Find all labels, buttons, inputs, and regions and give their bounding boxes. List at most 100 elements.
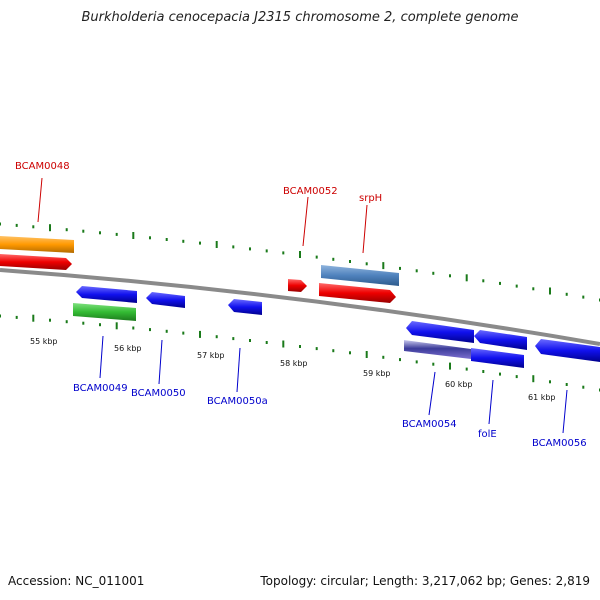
outer-minor-tick bbox=[232, 245, 235, 249]
outer-minor-tick bbox=[449, 274, 451, 278]
outer-minor-tick bbox=[199, 241, 201, 245]
inner-major-tick bbox=[199, 330, 201, 338]
ruler-labels: 55 kbp 56 kbp 57 kbp 58 kbp 59 kbp 60 kb… bbox=[30, 337, 556, 402]
inner-major-tick bbox=[365, 351, 368, 358]
outer-minor-tick bbox=[532, 287, 535, 291]
leader-bcam0048 bbox=[37, 177, 43, 223]
outer-minor-tick bbox=[415, 269, 418, 273]
gene-bcam0056[interactable] bbox=[535, 339, 600, 362]
inner-minor-tick bbox=[399, 358, 401, 362]
gene-bcam0048[interactable] bbox=[0, 254, 72, 270]
inner-minor-tick bbox=[499, 372, 501, 376]
outer-minor-tick bbox=[349, 260, 351, 263]
inner-minor-tick bbox=[0, 314, 1, 318]
inner-minor-tick bbox=[132, 326, 135, 330]
inner-minor-tick bbox=[549, 380, 551, 384]
inner-minor-tick bbox=[249, 339, 251, 342]
ruler-label-55: 55 kbp bbox=[30, 337, 58, 346]
inner-minor-tick bbox=[432, 362, 435, 366]
gene-labels: BCAM0048 BCAM0052 srpH BCAM0049 BCAM0050… bbox=[15, 161, 587, 449]
label-bcam0052[interactable]: BCAM0052 bbox=[283, 186, 338, 197]
inner-minor-tick bbox=[49, 318, 51, 322]
ruler-label-59: 59 kbp bbox=[363, 369, 391, 378]
inner-minor-tick bbox=[349, 351, 351, 355]
gene-bcam0049[interactable] bbox=[76, 286, 137, 303]
outer-minor-tick bbox=[99, 231, 101, 235]
inner-minor-tick bbox=[265, 341, 268, 344]
leader-fole bbox=[488, 379, 494, 425]
inner-minor-tick bbox=[465, 367, 468, 371]
outer-minor-tick bbox=[249, 247, 251, 251]
inner-minor-tick bbox=[99, 323, 101, 327]
label-bcam0054[interactable]: BCAM0054 bbox=[402, 419, 457, 430]
label-bcam0056[interactable]: BCAM0056 bbox=[532, 438, 587, 449]
map-title: Burkholderia cenocepacia J2315 chromosom… bbox=[81, 10, 519, 25]
inner-minor-tick bbox=[149, 328, 151, 332]
label-srph[interactable]: srpH bbox=[359, 193, 382, 204]
inner-minor-tick bbox=[232, 337, 235, 341]
inner-minor-tick bbox=[215, 335, 218, 339]
inner-minor-tick bbox=[482, 370, 485, 373]
inner-minor-tick bbox=[415, 360, 418, 364]
reverse-features bbox=[73, 286, 600, 368]
label-bcam0049[interactable]: BCAM0049 bbox=[73, 383, 128, 394]
inner-major-tick bbox=[115, 322, 118, 330]
label-leaders bbox=[37, 177, 568, 434]
ruler-label-56: 56 kbp bbox=[114, 344, 142, 353]
outer-major-tick bbox=[49, 224, 51, 232]
outer-minor-tick bbox=[332, 257, 335, 261]
outer-minor-tick bbox=[182, 239, 185, 243]
gene-bcam0051[interactable] bbox=[288, 279, 307, 292]
gene-bcam0050[interactable] bbox=[146, 292, 185, 308]
gene-fole[interactable] bbox=[471, 348, 524, 368]
outer-minor-tick bbox=[315, 255, 318, 259]
inner-major-tick bbox=[32, 314, 35, 322]
label-bcam0050[interactable]: BCAM0050 bbox=[131, 388, 186, 399]
outer-minor-tick bbox=[432, 271, 435, 275]
outer-minor-tick bbox=[15, 223, 18, 227]
leader-bcam0056 bbox=[562, 389, 568, 434]
leader-srph bbox=[362, 204, 368, 254]
label-fole[interactable]: folE bbox=[478, 429, 497, 440]
outer-minor-tick bbox=[582, 295, 585, 299]
outer-minor-tick bbox=[515, 284, 518, 288]
gene-bcam0053[interactable] bbox=[406, 321, 474, 343]
ruler-label-60: 60 kbp bbox=[445, 380, 473, 389]
forward-features bbox=[0, 236, 399, 303]
label-bcam0048[interactable]: BCAM0048 bbox=[15, 161, 70, 172]
outer-major-tick bbox=[465, 274, 468, 282]
inner-major-tick bbox=[282, 340, 285, 348]
outer-minor-tick bbox=[399, 266, 401, 270]
outer-minor-tick bbox=[565, 292, 568, 296]
gene-bcam0050a[interactable] bbox=[228, 299, 262, 315]
inner-minor-tick bbox=[332, 349, 335, 353]
outer-major-tick bbox=[132, 232, 135, 239]
gene-bcam0052[interactable] bbox=[321, 265, 399, 286]
outer-minor-tick bbox=[482, 279, 485, 283]
outer-major-tick bbox=[215, 241, 218, 248]
outer-major-tick bbox=[382, 262, 385, 270]
leader-bcam0049 bbox=[99, 335, 104, 379]
gene-bcam0048-outer[interactable] bbox=[0, 236, 74, 253]
inner-minor-tick bbox=[299, 345, 301, 348]
inner-tick-marks bbox=[0, 314, 600, 392]
outer-minor-tick bbox=[499, 281, 501, 285]
outer-minor-tick bbox=[65, 228, 68, 232]
ruler-label-61: 61 kbp bbox=[528, 393, 556, 402]
inner-minor-tick bbox=[82, 321, 85, 325]
inner-minor-tick bbox=[515, 375, 518, 379]
ruler-label-57: 57 kbp bbox=[197, 351, 225, 360]
gene-srph[interactable] bbox=[319, 283, 396, 303]
inner-minor-tick bbox=[382, 355, 385, 359]
label-bcam0050a[interactable]: BCAM0050a bbox=[207, 396, 268, 407]
inner-major-tick bbox=[532, 375, 535, 383]
inner-minor-tick bbox=[182, 331, 185, 335]
leader-bcam0050 bbox=[158, 339, 163, 385]
gene-bcam0055[interactable] bbox=[474, 330, 527, 350]
outer-minor-tick bbox=[265, 249, 268, 253]
outer-minor-tick bbox=[115, 232, 118, 236]
gene-bcam0054[interactable] bbox=[404, 340, 471, 359]
gene-bcam0049-inner[interactable] bbox=[73, 303, 136, 321]
leader-bcam0050a bbox=[236, 347, 241, 393]
